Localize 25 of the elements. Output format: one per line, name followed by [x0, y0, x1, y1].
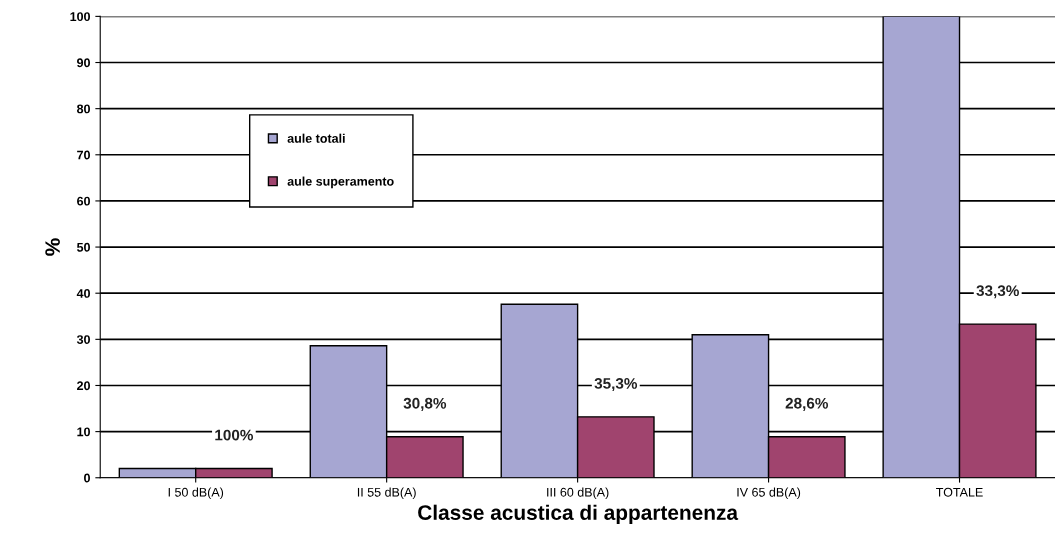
x-tick-label: TOTALE — [936, 487, 983, 497]
y-tick-label: 100 — [70, 12, 90, 22]
y-tick-label: 20 — [77, 381, 90, 391]
annotation: 35,3% — [594, 378, 638, 392]
y-tick-label: 10 — [77, 427, 90, 437]
x-tick-label: III 60 dB(A) — [547, 487, 609, 500]
y-tick-label: 70 — [77, 150, 90, 160]
y-axis-title: % — [45, 238, 60, 256]
annotation: 30,8% — [403, 397, 447, 411]
x-tick-label: I 50 dB(A) — [168, 487, 224, 500]
x-tick-label: II 55 dB(A) — [357, 487, 416, 500]
x-tick-label: IV 65 dB(A) — [737, 487, 801, 500]
y-tick-label: 0 — [84, 473, 90, 483]
legend-label: aule superamento — [287, 176, 394, 189]
annotation: 100% — [215, 429, 254, 441]
legend-label: aule totali — [287, 133, 345, 143]
annotation: 28,6% — [785, 397, 829, 411]
x-axis-title: Classe acustica di appartenenza — [418, 504, 739, 525]
y-tick-label: 30 — [76, 335, 90, 345]
y-tick-label: 40 — [76, 289, 90, 298]
y-tick-label: 60 — [77, 196, 90, 206]
y-tick-label: 50 — [76, 242, 90, 252]
annotation: 33,3% — [976, 285, 1019, 299]
y-tick-label: 80 — [77, 104, 90, 114]
y-tick-label: 90 — [77, 58, 90, 68]
